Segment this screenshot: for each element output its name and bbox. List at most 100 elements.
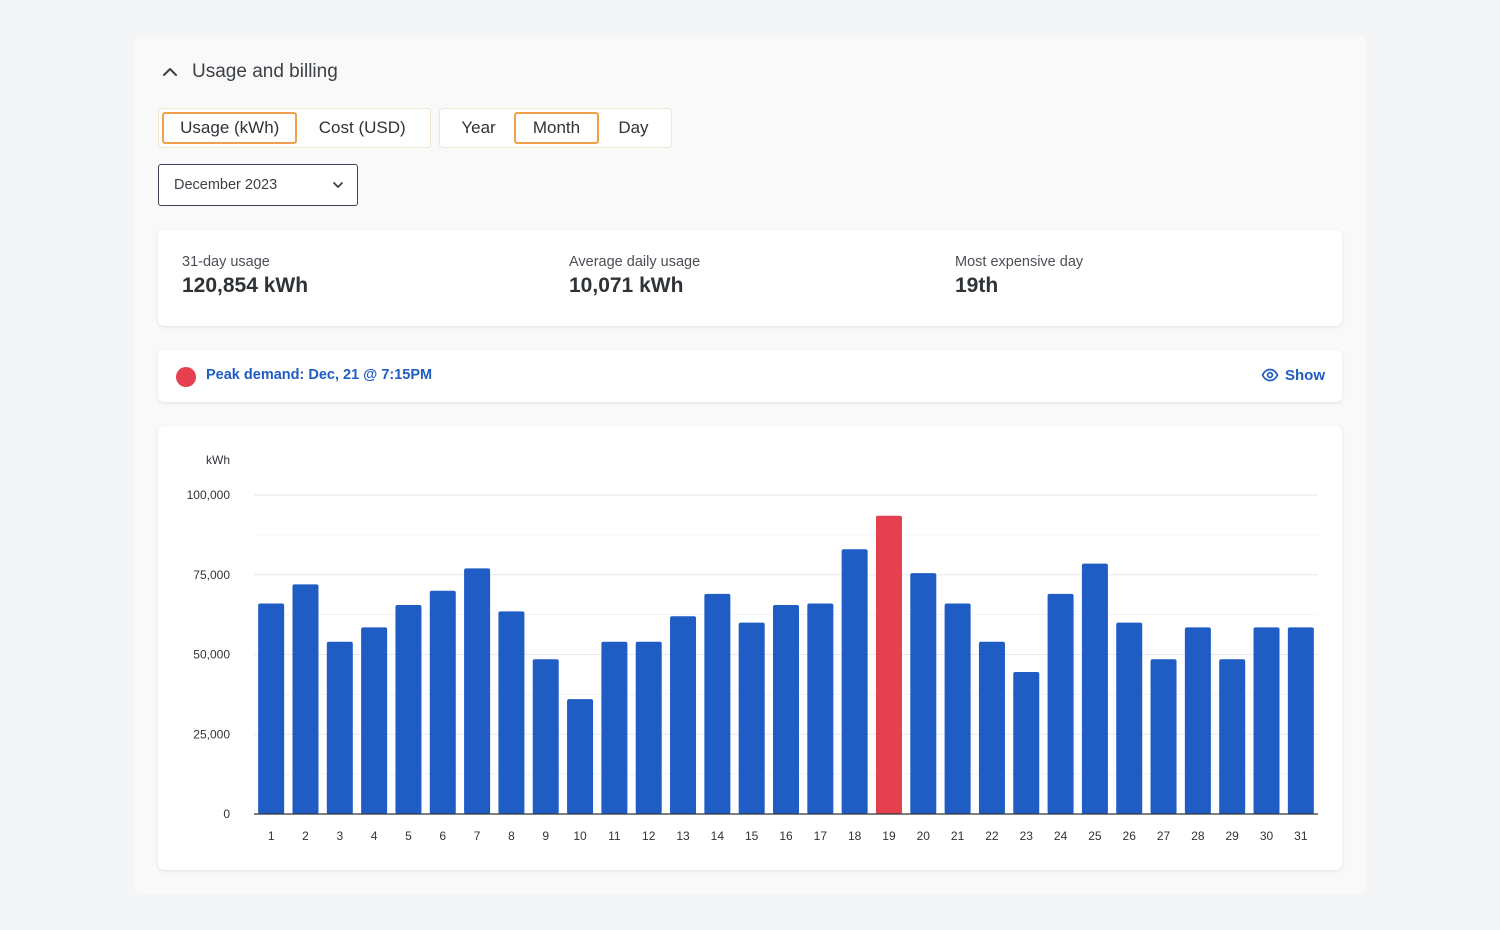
stats-card: 31-day usage 120,854 kWh Average daily u… bbox=[158, 230, 1342, 326]
y-tick-label: 50,000 bbox=[193, 648, 230, 662]
chevron-down-icon bbox=[333, 182, 343, 188]
stat-total-usage: 31-day usage 120,854 kWh bbox=[182, 254, 308, 298]
x-tick-label: 25 bbox=[1088, 829, 1102, 843]
x-tick-label: 22 bbox=[985, 829, 999, 843]
bar bbox=[1219, 659, 1246, 814]
x-tick-label: 9 bbox=[542, 829, 549, 843]
peak-demand-card: Peak demand: Dec, 21 @ 7:15PM Show bbox=[158, 350, 1342, 402]
x-tick-label: 27 bbox=[1157, 829, 1171, 843]
x-tick-label: 14 bbox=[711, 829, 725, 843]
x-tick-label: 12 bbox=[642, 829, 656, 843]
x-tick-label: 21 bbox=[951, 829, 965, 843]
day-button[interactable]: Day bbox=[618, 118, 649, 137]
x-tick-label: 5 bbox=[405, 829, 412, 843]
month-button[interactable]: Month bbox=[514, 112, 599, 144]
bar bbox=[738, 622, 765, 814]
bar bbox=[567, 699, 594, 814]
stat-average-usage: Average daily usage 10,071 kWh bbox=[569, 254, 700, 298]
y-tick-label: 75,000 bbox=[193, 568, 230, 582]
period-toggle: Year Month Day bbox=[439, 108, 672, 148]
bar bbox=[635, 641, 662, 814]
usage-kwh-button[interactable]: Usage (kWh) bbox=[162, 112, 298, 144]
bar bbox=[1116, 622, 1143, 814]
period-select[interactable]: December 2023 bbox=[158, 164, 358, 206]
show-peak-button[interactable]: Show bbox=[1261, 366, 1325, 384]
bar bbox=[978, 641, 1005, 814]
x-tick-label: 6 bbox=[439, 829, 446, 843]
stat-label: Most expensive day bbox=[955, 254, 1084, 270]
x-tick-label: 10 bbox=[573, 829, 587, 843]
bar bbox=[704, 593, 731, 814]
x-tick-label: 8 bbox=[508, 829, 515, 843]
bar bbox=[1253, 627, 1280, 814]
x-tick-label: 26 bbox=[1123, 829, 1137, 843]
x-tick-label: 20 bbox=[917, 829, 931, 843]
stat-most-expensive-day: Most expensive day 19th bbox=[955, 254, 1083, 298]
x-tick-label: 16 bbox=[779, 829, 793, 843]
x-tick-label: 24 bbox=[1054, 829, 1068, 843]
stat-label: Average daily usage bbox=[569, 254, 701, 270]
bar bbox=[361, 627, 388, 814]
chevron-up-icon[interactable] bbox=[160, 62, 180, 82]
bar bbox=[292, 584, 319, 814]
bar bbox=[1013, 672, 1040, 814]
metric-toggle: Usage (kWh) Cost (USD) bbox=[158, 108, 431, 148]
period-select-value: December 2023 bbox=[174, 177, 278, 193]
x-tick-label: 2 bbox=[302, 829, 309, 843]
x-tick-label: 7 bbox=[474, 829, 481, 843]
x-tick-label: 18 bbox=[848, 829, 862, 843]
x-tick-label: 19 bbox=[882, 829, 896, 843]
y-tick-label: 0 bbox=[223, 807, 230, 821]
bar bbox=[429, 590, 456, 814]
bar bbox=[910, 573, 937, 814]
bar bbox=[773, 605, 799, 814]
bar-highlighted bbox=[875, 515, 902, 814]
bar bbox=[1184, 627, 1211, 814]
cost-usd-button[interactable]: Cost (USD) bbox=[318, 118, 406, 137]
eye-icon bbox=[1261, 368, 1279, 382]
x-tick-label: 17 bbox=[814, 829, 828, 843]
stat-value: 10,071 kWh bbox=[569, 274, 684, 297]
section-header[interactable]: Usage and billing bbox=[160, 60, 338, 84]
y-axis-label: kWh bbox=[206, 453, 230, 467]
show-label: Show bbox=[1285, 366, 1325, 384]
bar bbox=[532, 659, 559, 814]
bar bbox=[395, 605, 422, 814]
y-tick-label: 25,000 bbox=[193, 727, 230, 741]
bar bbox=[1047, 593, 1074, 814]
x-tick-label: 31 bbox=[1294, 829, 1308, 843]
year-button[interactable]: Year bbox=[461, 118, 496, 137]
x-tick-label: 15 bbox=[745, 829, 759, 843]
bar bbox=[1081, 563, 1108, 814]
bar bbox=[807, 603, 834, 814]
usage-billing-panel: Usage and billing Usage (kWh) Cost (USD)… bbox=[134, 36, 1366, 894]
bar bbox=[944, 603, 971, 814]
stat-label: 31-day usage bbox=[182, 254, 270, 270]
bar bbox=[1287, 627, 1314, 814]
x-tick-label: 1 bbox=[268, 829, 275, 843]
bar bbox=[258, 603, 285, 814]
x-tick-label: 11 bbox=[608, 829, 621, 843]
x-tick-label: 30 bbox=[1260, 829, 1274, 843]
x-tick-label: 29 bbox=[1226, 829, 1240, 843]
peak-indicator-dot bbox=[176, 367, 196, 387]
usage-chart-card: kWh 0 25,000 50,000 75,000 100,000 1 2 3 4 5 6 7 8 9 10… bbox=[158, 426, 1342, 870]
bar bbox=[601, 641, 628, 814]
bar bbox=[841, 549, 868, 814]
x-tick-label: 3 bbox=[336, 829, 343, 843]
y-tick-label: 100,000 bbox=[187, 488, 231, 502]
x-tick-label: 23 bbox=[1020, 829, 1034, 843]
x-tick-label: 4 bbox=[371, 829, 378, 843]
bar bbox=[1150, 659, 1177, 814]
bar bbox=[498, 611, 525, 814]
bar bbox=[670, 616, 697, 814]
x-tick-label: 28 bbox=[1191, 829, 1205, 843]
bar bbox=[464, 568, 491, 814]
peak-demand-text: Peak demand: Dec, 21 @ 7:15PM bbox=[206, 367, 433, 383]
stat-value: 120,854 kWh bbox=[182, 274, 309, 297]
bar bbox=[326, 641, 353, 814]
x-tick-label: 13 bbox=[676, 829, 690, 843]
section-title: Usage and billing bbox=[192, 61, 338, 82]
stat-value: 19th bbox=[955, 274, 999, 297]
